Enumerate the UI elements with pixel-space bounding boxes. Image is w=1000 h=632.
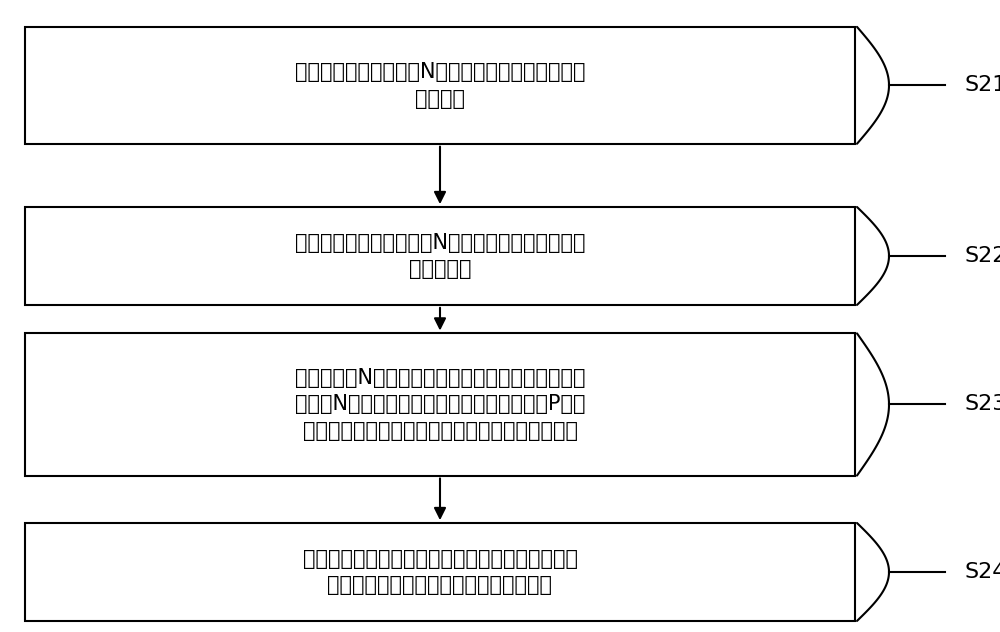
Text: 硫化钼薄膜，去除光刻胶之后，得到第二阶段结构: 硫化钼薄膜，去除光刻胶之后，得到第二阶段结构	[302, 421, 578, 441]
FancyBboxPatch shape	[25, 27, 855, 144]
Text: S22: S22	[965, 246, 1000, 266]
FancyBboxPatch shape	[25, 523, 855, 621]
Text: S23: S23	[965, 394, 1000, 415]
Text: 对光刻后的N型二硫化钼薄膜进行等离子体掺杂，以: 对光刻后的N型二硫化钼薄膜进行等离子体掺杂，以	[295, 368, 585, 388]
Text: 在所述绝缘衬底上制备N型二硫化钼薄膜，得到第一: 在所述绝缘衬底上制备N型二硫化钼薄膜，得到第一	[295, 62, 585, 82]
Text: 在所述N型二硫化钼薄膜表面形成嵌入的所述P型二: 在所述N型二硫化钼薄膜表面形成嵌入的所述P型二	[295, 394, 585, 415]
FancyBboxPatch shape	[25, 334, 855, 476]
FancyBboxPatch shape	[25, 207, 855, 305]
Text: 阶段结构: 阶段结构	[415, 88, 465, 109]
Text: 的掺杂图形: 的掺杂图形	[409, 259, 471, 279]
Text: 在所述第二阶段结构表面蒸镀所述源电极、所述漏: 在所述第二阶段结构表面蒸镀所述源电极、所述漏	[302, 549, 578, 569]
Text: S21: S21	[965, 75, 1000, 95]
Text: 在所述第一阶段结构中的N型二硫化钼薄膜光刻所需: 在所述第一阶段结构中的N型二硫化钼薄膜光刻所需	[295, 233, 585, 253]
Text: S24: S24	[965, 562, 1000, 582]
Text: 电极和所述栅电极，得到所需的场效应管: 电极和所述栅电极，得到所需的场效应管	[328, 575, 552, 595]
